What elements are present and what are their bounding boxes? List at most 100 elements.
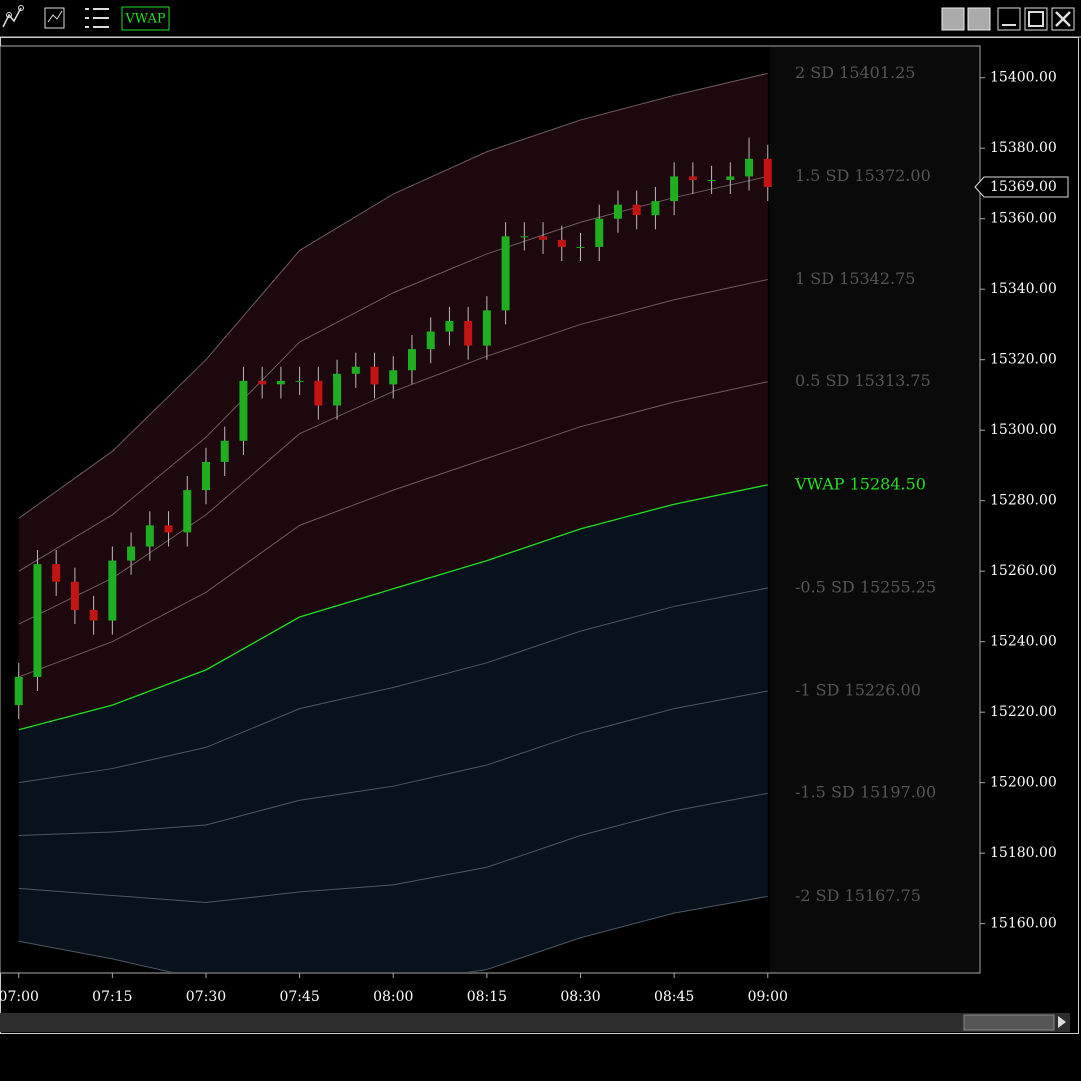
candle-body	[707, 179, 716, 181]
band-label: 1 SD 15342.75	[795, 269, 915, 288]
candle-body	[745, 158, 754, 177]
band-label: -1.5 SD 15197.00	[795, 783, 936, 802]
candle-body	[258, 380, 267, 385]
candle-body	[351, 366, 360, 374]
scrollbar[interactable]	[0, 1013, 1070, 1032]
icon	[1028, 11, 1044, 27]
band-label: 0.5 SD 15313.75	[795, 371, 931, 390]
y-tick-label: 15380.00	[990, 140, 1057, 156]
candle-body	[595, 218, 604, 247]
candle-body	[145, 525, 154, 547]
y-tick-label: 15320.00	[990, 352, 1057, 368]
y-tick-label: 15280.00	[990, 493, 1057, 509]
icon	[2, 7, 22, 28]
band-label: -0.5 SD 15255.25	[795, 577, 936, 596]
candle-body	[239, 380, 248, 441]
candle-body	[276, 380, 285, 385]
candle-body	[89, 609, 98, 621]
icon	[18, 5, 24, 11]
candle-body	[314, 380, 323, 406]
minimize-button[interactable]	[997, 7, 1021, 31]
candle-body	[763, 158, 772, 187]
band-label: VWAP 15284.50	[794, 474, 926, 493]
price-tag-label: 15369.00	[990, 179, 1057, 195]
scroll-thumb[interactable]	[963, 1014, 1055, 1031]
band-label: 2 SD 15401.25	[795, 63, 915, 82]
candle-body	[464, 320, 473, 346]
button-frame	[1024, 7, 1048, 31]
y-tick-label: 15340.00	[990, 281, 1057, 297]
y-tick-label: 15360.00	[990, 211, 1057, 227]
x-tick-label: 08:00	[373, 989, 413, 1005]
band-line	[18, 381, 768, 678]
price-tag	[974, 176, 1069, 198]
candle-body	[333, 373, 342, 406]
indicator-button[interactable]: VWAP	[121, 6, 170, 31]
y-tick-label: 15240.00	[990, 634, 1057, 650]
candle-body	[613, 204, 622, 219]
candle-body	[164, 525, 173, 533]
x-tick-label: 08:45	[654, 989, 694, 1005]
band-line	[18, 587, 768, 784]
x-tick-label: 08:15	[467, 989, 507, 1005]
series-layer	[14, 72, 772, 972]
candle-body	[632, 204, 641, 216]
drawing-tool-button[interactable]	[2, 5, 24, 28]
indicator-label: VWAP	[124, 12, 165, 27]
candle-body	[482, 310, 491, 346]
candle-body	[688, 176, 697, 180]
close-button[interactable]	[1051, 7, 1075, 31]
y-tick-label: 15180.00	[990, 845, 1057, 861]
band-label: -1 SD 15226.00	[795, 681, 921, 700]
band-line	[18, 792, 768, 904]
y-tick-label: 15200.00	[990, 775, 1057, 791]
candle-body	[201, 461, 210, 491]
band-line	[18, 484, 768, 731]
band-label: -2 SD 15167.75	[795, 886, 921, 905]
band-line	[18, 690, 768, 837]
x-tick-label: 09:00	[748, 989, 788, 1005]
candle-body	[370, 366, 379, 385]
icon	[1055, 11, 1071, 27]
x-tick-label: 07:00	[0, 989, 39, 1005]
candle-body	[670, 176, 679, 202]
maximize-button[interactable]	[1024, 7, 1048, 31]
y-tick-label: 15400.00	[990, 70, 1057, 86]
candle-body	[576, 246, 585, 248]
x-tick-label: 07:15	[92, 989, 132, 1005]
band-label: 1.5 SD 15372.00	[795, 166, 931, 185]
candle-body	[183, 490, 192, 533]
candle-body	[220, 440, 229, 462]
candle-body	[426, 331, 435, 350]
icon	[44, 7, 65, 29]
candle-body	[14, 676, 23, 706]
band-line	[18, 895, 768, 972]
scroll-arrow[interactable]	[1058, 1016, 1066, 1028]
candle-body	[108, 560, 117, 621]
icon	[47, 10, 63, 23]
y-tick-label: 15160.00	[990, 916, 1057, 932]
window-button[interactable]	[967, 7, 991, 31]
x-tick-label: 07:30	[186, 989, 226, 1005]
candle-body	[651, 201, 660, 216]
band-line	[18, 72, 768, 519]
band-line	[18, 175, 768, 572]
chart-properties-button[interactable]	[44, 7, 65, 29]
candle-body	[501, 236, 510, 311]
x-tick-label: 07:45	[279, 989, 319, 1005]
button-frame	[997, 7, 1021, 31]
candle-body	[539, 236, 548, 240]
candle-body	[557, 239, 566, 247]
button-frame	[121, 6, 170, 31]
window-button[interactable]	[941, 7, 965, 31]
candle-body	[52, 564, 61, 582]
list-button[interactable]	[85, 8, 109, 28]
candle-body	[127, 546, 136, 561]
candle-body	[520, 236, 529, 238]
candle-body	[389, 370, 398, 385]
icon	[6, 12, 12, 18]
plot-layer: 2 SD 15401.25 1.5 SD 15372.00 1 SD 15342.7…	[0, 63, 1069, 1005]
y-tick-label: 15220.00	[990, 704, 1057, 720]
candle-body	[407, 349, 416, 371]
